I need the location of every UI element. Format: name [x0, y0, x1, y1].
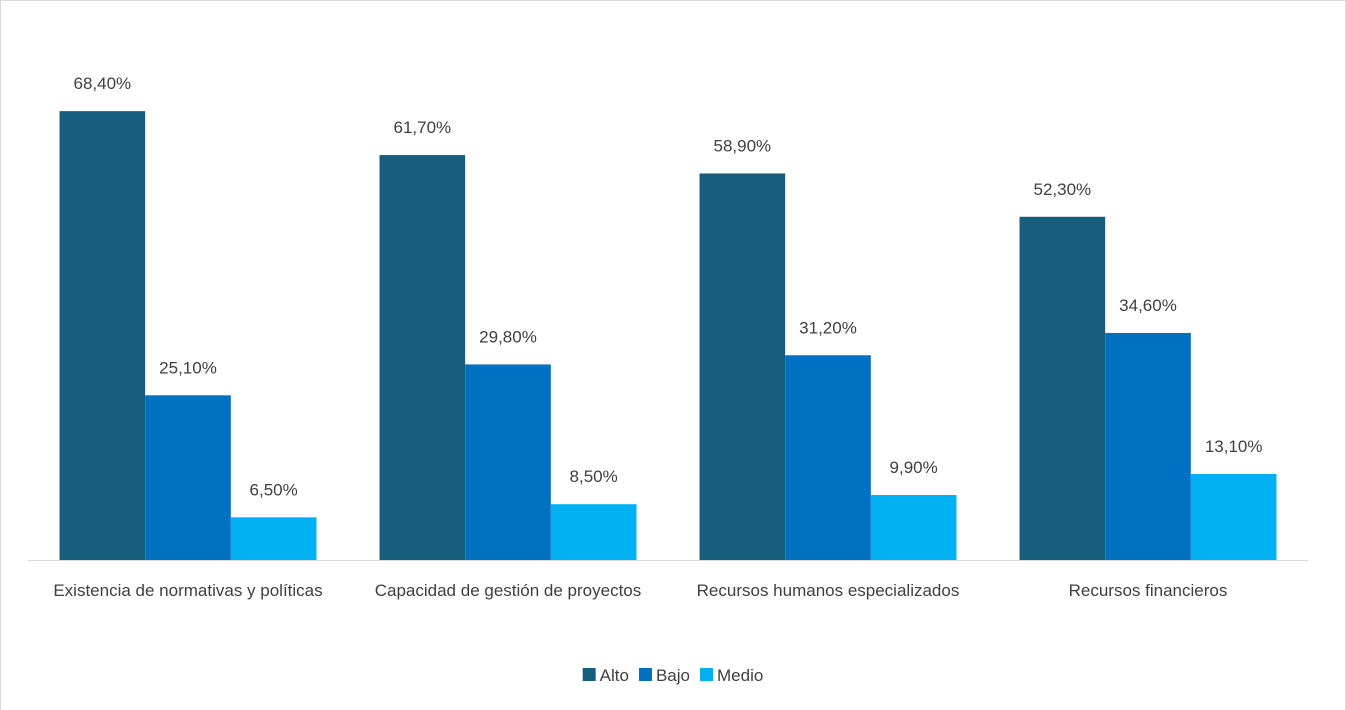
legend-label: Medio	[717, 666, 763, 685]
legend-label: Alto	[600, 666, 629, 685]
data-label: 58,90%	[714, 136, 772, 155]
bar	[699, 173, 786, 560]
bar	[1190, 474, 1277, 560]
x-tick-label: Recursos financieros	[1068, 581, 1228, 600]
data-label: 8,50%	[570, 467, 618, 486]
data-label: 52,30%	[1034, 180, 1092, 199]
bar	[230, 517, 317, 560]
bar	[550, 504, 637, 560]
bar	[785, 355, 871, 560]
legend-swatch	[582, 668, 596, 681]
bar	[1019, 216, 1106, 560]
x-tick-label: Capacidad de gestión de proyectos	[374, 581, 642, 600]
data-label: 6,50%	[250, 480, 298, 499]
x-tick-label: Existencia de normativas y políticas	[53, 581, 323, 600]
data-label: 61,70%	[394, 118, 452, 137]
x-tick-label: Recursos humanos especializados	[696, 581, 960, 600]
legend-swatch	[638, 668, 652, 681]
bar	[145, 395, 231, 560]
data-label: 31,20%	[799, 318, 857, 337]
data-label: 25,10%	[159, 358, 217, 377]
legend-swatch	[700, 668, 714, 681]
data-label: 68,40%	[74, 74, 132, 93]
bar	[870, 495, 957, 560]
data-label: 9,90%	[890, 458, 938, 477]
data-label: 13,10%	[1205, 437, 1263, 456]
bar	[379, 155, 466, 560]
bar	[59, 111, 146, 560]
bar	[465, 364, 551, 560]
data-label: 29,80%	[479, 327, 537, 346]
legend-label: Bajo	[656, 666, 690, 685]
data-label: 34,60%	[1119, 296, 1177, 315]
bar	[1105, 332, 1191, 560]
